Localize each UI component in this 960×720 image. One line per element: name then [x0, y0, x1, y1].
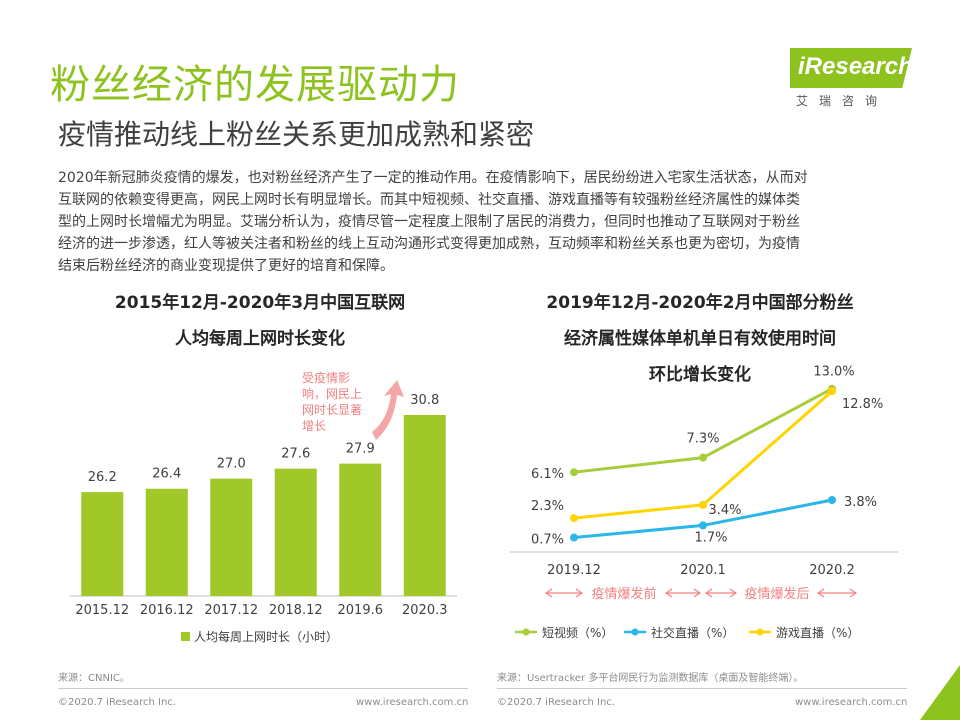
line-chart-title-line: 环比增长变化: [649, 365, 751, 385]
intro-paragraph: 2020年新冠肺炎疫情的爆发，也对粉丝经济产生了一定的推动作用。在疫情影响下，居…: [58, 167, 918, 277]
bar: [339, 463, 382, 596]
logo-subtext: 艾瑞咨询: [796, 94, 889, 108]
line-chart-title-line: 2019年12月-2020年2月中国部分粉丝: [546, 293, 854, 313]
data-label: 2.3%: [531, 499, 564, 514]
line-chart-title-line: 经济属性媒体单机单日有效使用时间: [564, 329, 836, 349]
data-point: [699, 453, 707, 462]
website-right: www.iresearch.com.cn: [795, 697, 908, 708]
page-subtitle: 疫情推动线上粉丝关系更加成熟和紧密: [58, 118, 535, 151]
annotation-text: 受疫情影: [302, 370, 350, 385]
intro-line: 2020年新冠肺炎疫情的爆发，也对粉丝经济产生了一定的推动作用。在疫情影响下，居…: [58, 170, 808, 186]
logo-badge: [790, 48, 912, 88]
x-tick-label: 2016.12: [140, 603, 194, 618]
bar-value-label: 26.2: [88, 470, 117, 485]
arrow-head: [544, 588, 553, 598]
source-left: 来源：CNNIC。: [58, 673, 130, 684]
data-point: [828, 496, 836, 505]
copyright-right: ©2020.7 iResearch Inc.: [497, 697, 615, 708]
data-label: 7.3%: [686, 432, 719, 447]
x-tick-label: 2020.3: [402, 603, 448, 618]
footer-divider: [58, 688, 468, 689]
bar: [403, 415, 446, 596]
arrow-head: [704, 588, 713, 598]
legend-label: 人均每周上网时长（小时）: [194, 629, 338, 644]
data-label: 12.8%: [842, 397, 883, 412]
x-tick-label: 2019.6: [338, 603, 384, 618]
data-label: 13.0%: [813, 365, 854, 380]
legend-swatch: [181, 632, 190, 641]
bar-chart-title-line: 2015年12月-2020年3月中国互联网: [114, 293, 406, 313]
arrow-head: [849, 588, 858, 598]
data-label: 6.1%: [531, 467, 564, 482]
period-label: 疫情爆发后: [744, 586, 809, 602]
period-label: 疫情爆发前: [591, 586, 656, 602]
data-point: [699, 500, 707, 509]
intro-line: 经济的进一步渗透，红人等被关注者和粉丝的线上互动沟通形式变得更加成熟，互动频率和…: [58, 236, 800, 252]
bar: [145, 488, 188, 596]
copyright-left: ©2020.7 iResearch Inc.: [58, 697, 176, 708]
bar-value-label: 26.4: [152, 467, 181, 482]
legend-label: 短视频（%）: [542, 625, 613, 640]
annotation-text: 网时长显著: [302, 403, 362, 417]
arrow-head: [729, 588, 738, 598]
data-label: 3.4%: [708, 503, 741, 518]
data-point: [828, 387, 836, 396]
data-point: [699, 521, 707, 530]
x-tick-label: 2018.12: [269, 603, 323, 618]
footer-divider: [497, 688, 907, 689]
intro-line: 互联网的依赖变得更高，网民上网时长有明显增长。而其中短视频、社交直播、游戏直播等…: [58, 192, 800, 208]
bar: [81, 492, 124, 596]
bar-value-label: 27.9: [346, 442, 375, 457]
x-tick-label: 2015.12: [75, 603, 129, 618]
bar: [274, 468, 317, 596]
arrow-head: [575, 588, 584, 598]
line-chart-title: 2019年12月-2020年2月中国部分粉丝 经济属性媒体单机单日有效使用时间 …: [500, 285, 900, 393]
bar-chart-title: 2015年12月-2020年3月中国互联网 人均每周上网时长变化: [70, 285, 450, 357]
bar-value-label: 30.8: [410, 393, 439, 408]
legend-marker: [756, 628, 764, 636]
data-label: 1.7%: [694, 530, 727, 545]
data-point: [570, 533, 578, 542]
bar-chart-title-line: 人均每周上网时长变化: [175, 329, 345, 349]
bar-value-label: 27.6: [281, 447, 310, 462]
website-left: www.iresearch.com.cn: [356, 697, 469, 708]
legend-marker: [631, 628, 639, 636]
intro-line: 结束后粉丝经济的商业变现提供了更好的培育和保障。: [58, 258, 394, 274]
arrow-head: [693, 588, 702, 598]
page-number: 8: [937, 694, 946, 711]
x-tick-label: 2019.12: [547, 563, 601, 578]
data-label: 3.8%: [844, 495, 877, 510]
legend-marker: [522, 628, 530, 636]
page-title: 粉丝经济的发展驱动力: [50, 62, 460, 108]
logo-text: iResearch: [798, 53, 913, 80]
annotation-text: 增长: [302, 419, 326, 433]
legend-label: 游戏直播（%）: [776, 626, 859, 640]
arrow-head: [816, 588, 825, 598]
arrow-head: [664, 588, 673, 598]
x-tick-label: 2017.12: [204, 603, 258, 618]
intro-line: 型的上网时长增幅尤为明显。艾瑞分析认为，疫情尽管一定程度上限制了居民的消费力，但…: [58, 214, 800, 230]
legend-label: 社交直播（%）: [651, 625, 734, 640]
data-label: 0.7%: [531, 533, 564, 548]
bar: [210, 478, 253, 596]
data-point: [570, 468, 578, 477]
iresearch-logo: iResearch 艾瑞咨询: [790, 48, 920, 110]
data-point: [570, 514, 578, 523]
source-right: 来源：Usertracker 多平台网民行为监测数据库（桌面及智能终端）。: [497, 673, 804, 684]
x-tick-label: 2020.2: [809, 563, 855, 578]
annotation-text: 响，网民上: [302, 386, 362, 401]
bar-value-label: 27.0: [217, 457, 246, 472]
x-tick-label: 2020.1: [680, 563, 726, 578]
annotation-arrow: [372, 380, 404, 440]
